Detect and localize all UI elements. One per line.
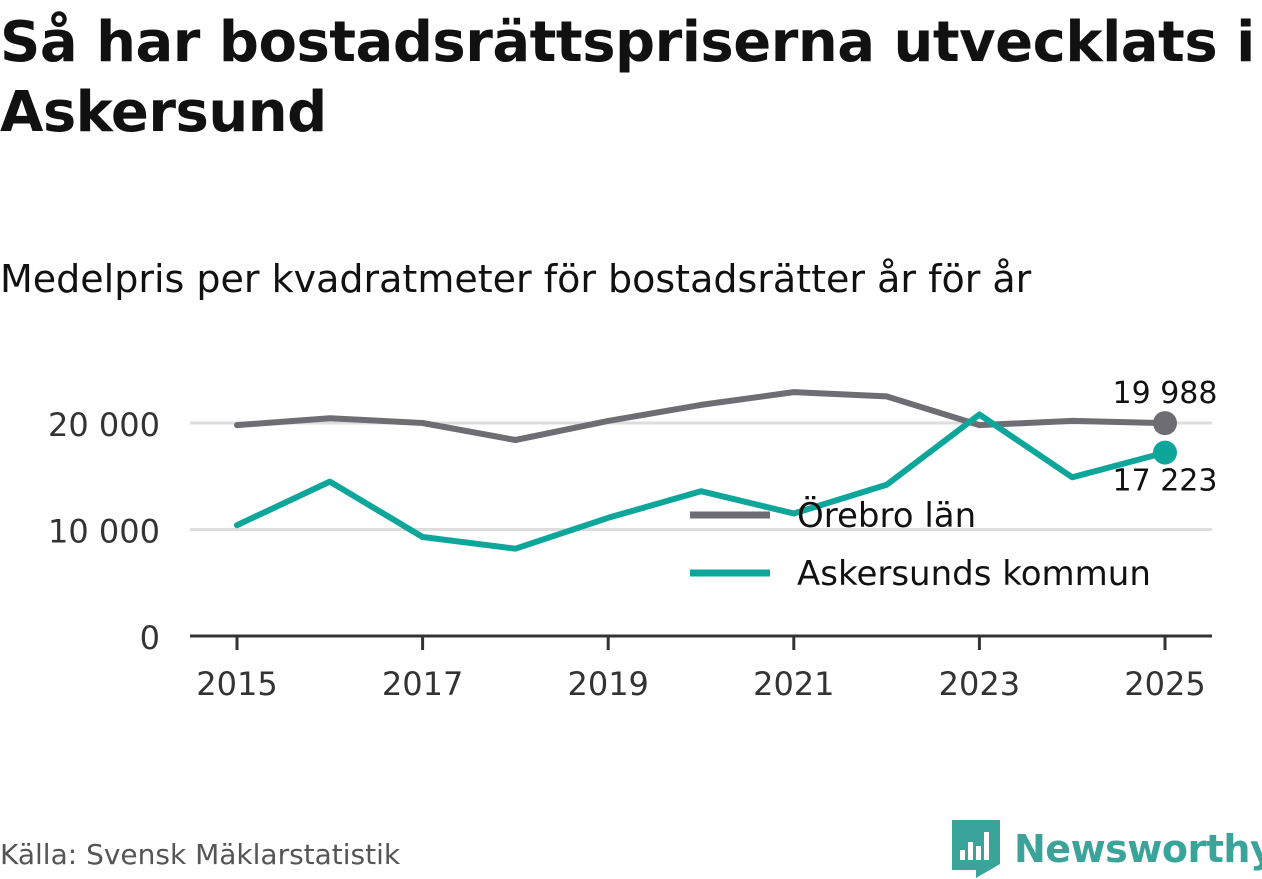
series-line-askersund <box>234 411 1168 552</box>
newsworthy-icon <box>952 820 1000 878</box>
y-tick-label: 10 000 <box>48 513 160 551</box>
y-tick-label: 0 <box>140 619 160 657</box>
x-tick-label: 2015 <box>196 665 277 703</box>
source-note: Källa: Svensk Mäklarstatistik <box>0 838 401 871</box>
end-label-orebro: 19 988 <box>1113 376 1218 411</box>
x-tick-label: 2023 <box>939 665 1020 703</box>
legend-item-orebro-label: Örebro län <box>797 495 976 536</box>
newsworthy-logo: Newsworthy <box>952 820 1262 878</box>
end-label-askersund: 17 223 <box>1113 464 1218 499</box>
x-tick-label: 2025 <box>1124 665 1205 703</box>
chart-subtitle: Medelpris per kvadratmeter för bostadsrä… <box>0 257 1032 301</box>
y-tick-label: 20 000 <box>48 406 160 444</box>
x-tick-label: 2019 <box>567 665 648 703</box>
series-line-orebro <box>234 389 1168 443</box>
data-point <box>1153 411 1177 436</box>
x-tick-label: 2017 <box>382 665 463 703</box>
chart-title: Så har bostadsrättspriserna utvecklats i… <box>0 10 1255 145</box>
data-point <box>1153 440 1177 465</box>
brand-name: Newsworthy <box>1014 827 1262 871</box>
x-tick-label: 2021 <box>753 665 834 703</box>
legend-item-askersund-label: Askersunds kommun <box>797 554 1151 594</box>
